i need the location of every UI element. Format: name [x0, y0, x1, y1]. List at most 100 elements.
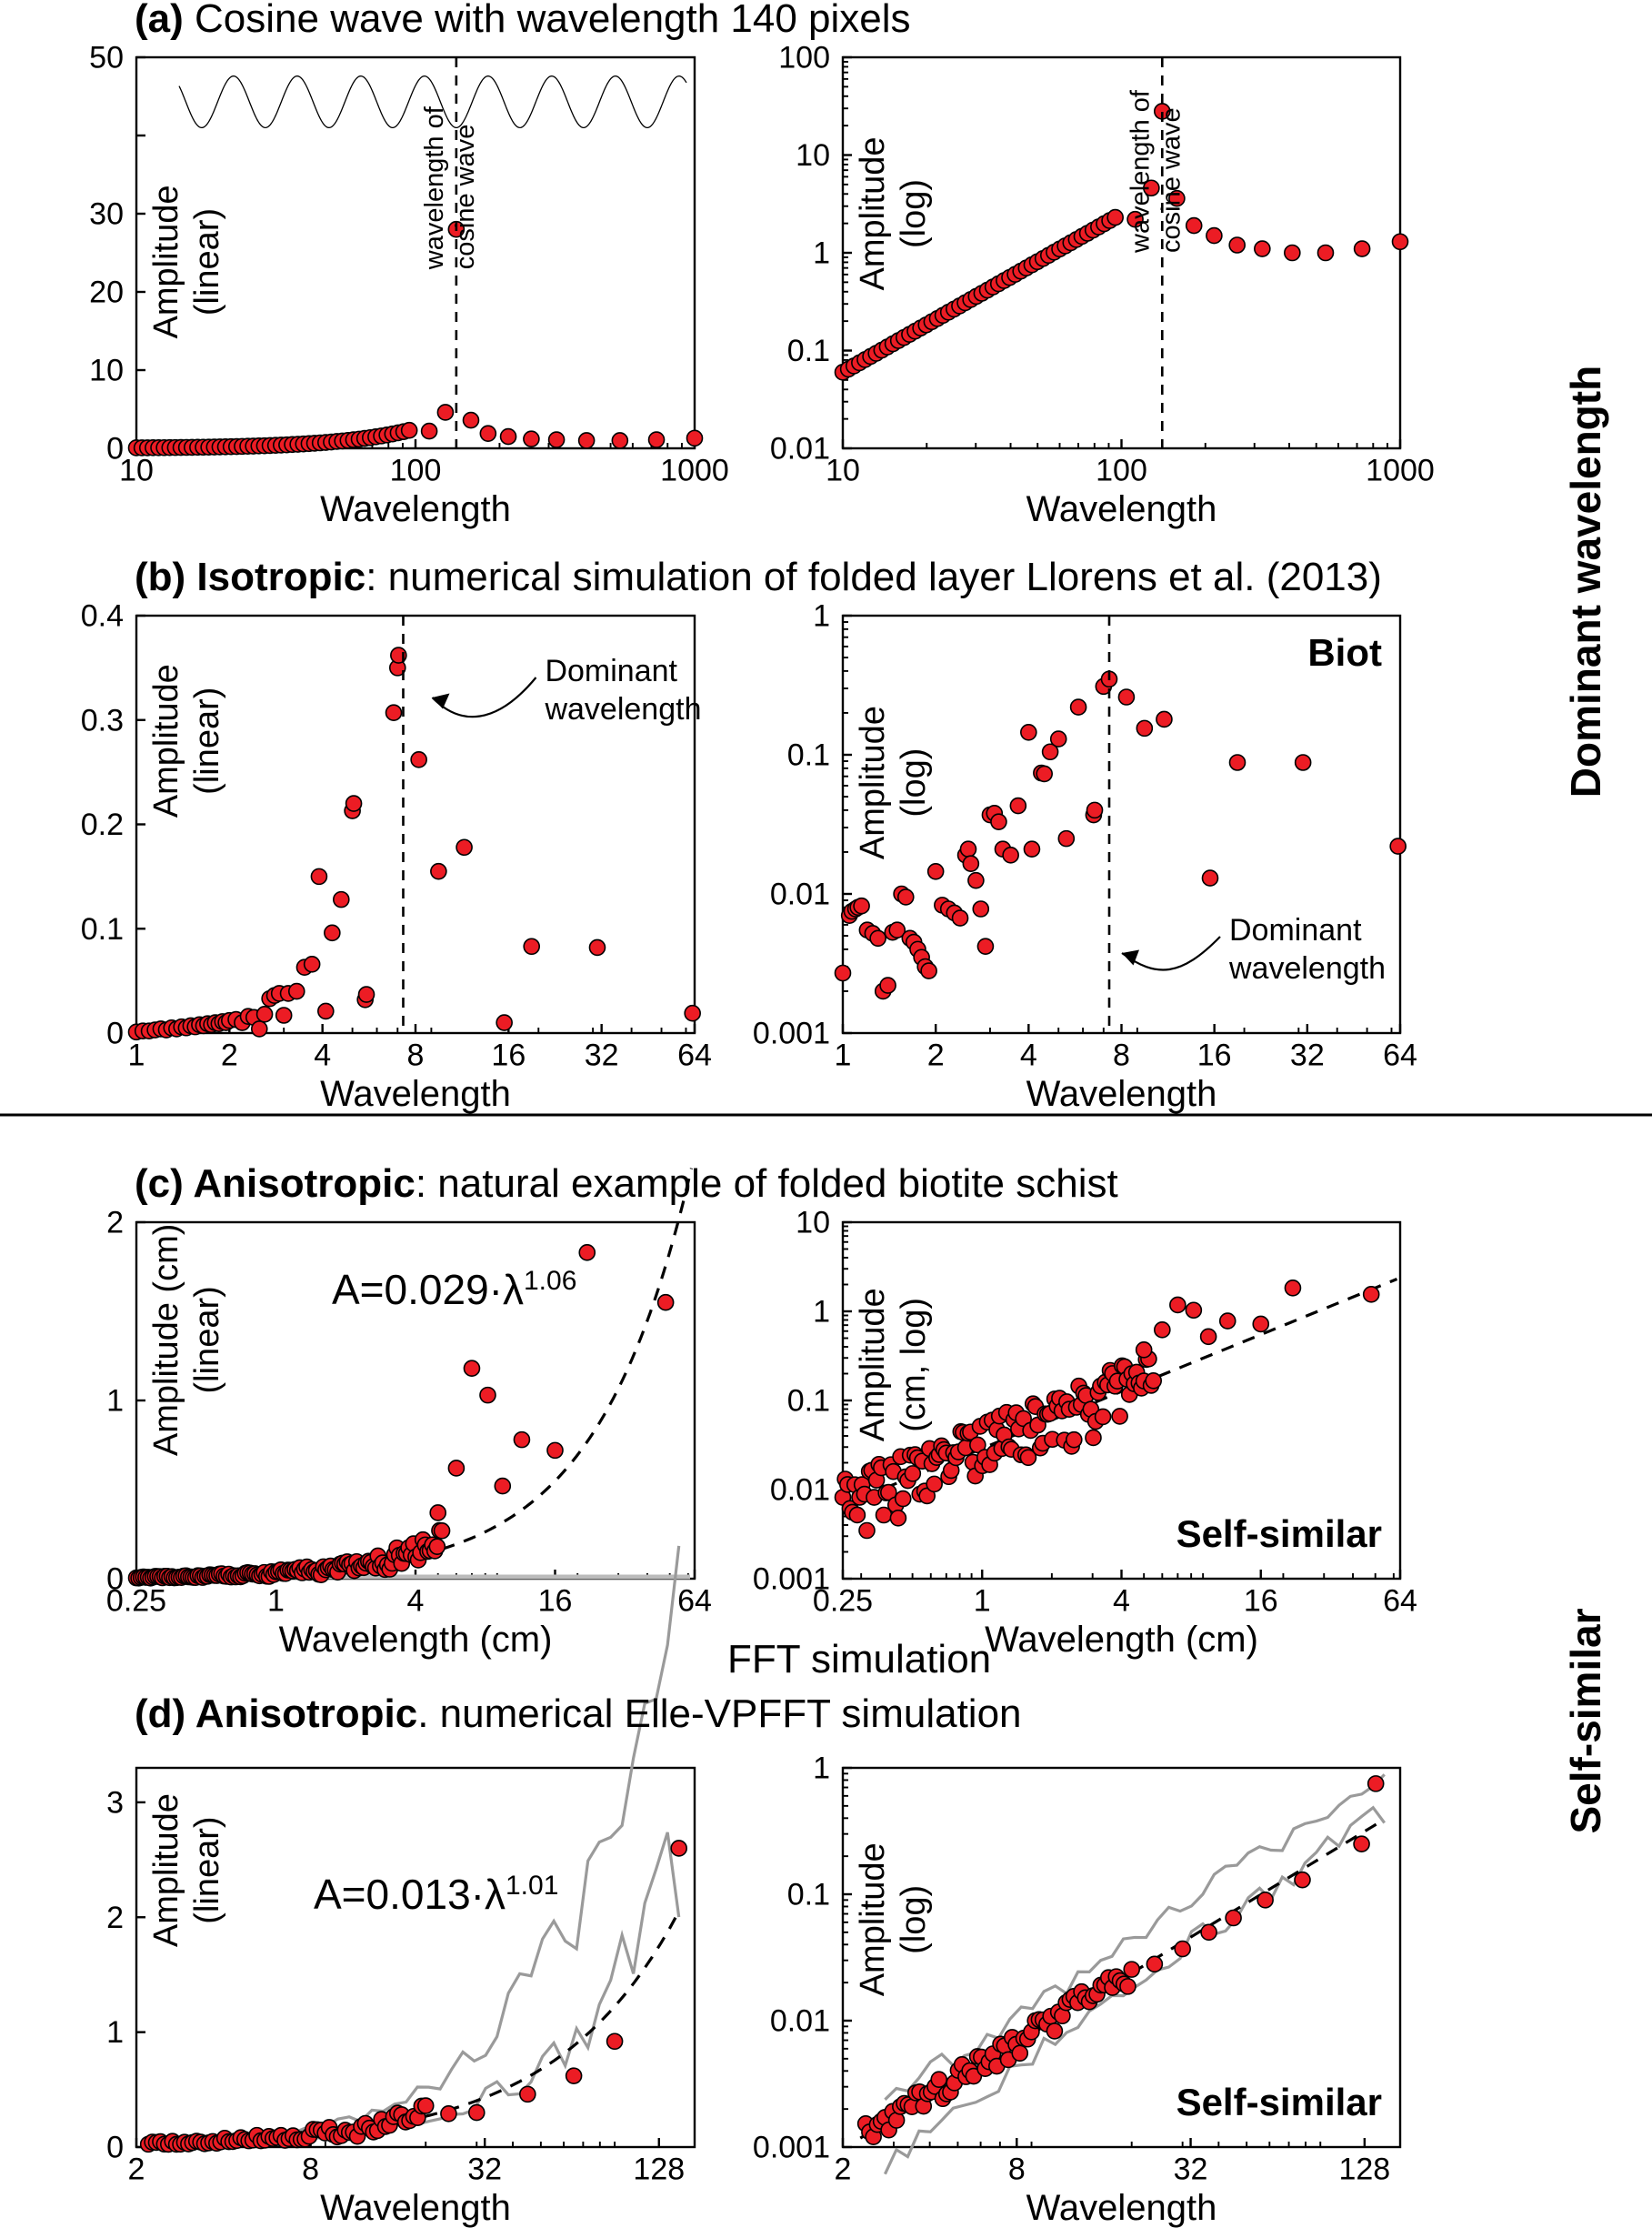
- svg-text:0.4: 0.4: [81, 599, 124, 634]
- svg-text:0.01: 0.01: [770, 432, 830, 467]
- svg-text:8: 8: [1113, 1039, 1130, 1073]
- svg-text:100: 100: [778, 41, 830, 75]
- svg-text:wavelength of: wavelength of: [420, 105, 449, 270]
- svg-text:20: 20: [89, 276, 124, 310]
- svg-text:1: 1: [974, 1584, 991, 1619]
- svg-text:Amplitude: Amplitude: [147, 664, 185, 818]
- svg-text:(a) Cosine wave with wavelengt: (a) Cosine wave with wavelength 140 pixe…: [135, 0, 911, 41]
- svg-text:0.001: 0.001: [753, 1017, 830, 1051]
- svg-text:128: 128: [1338, 2153, 1390, 2187]
- svg-text:Amplitude: Amplitude: [854, 137, 892, 291]
- svg-text:64: 64: [1383, 1584, 1417, 1619]
- svg-text:4: 4: [1113, 1584, 1130, 1619]
- svg-text:(log): (log): [895, 1885, 933, 1954]
- svg-text:(cm, log): (cm, log): [895, 1298, 933, 1432]
- svg-text:10: 10: [826, 454, 860, 488]
- svg-text:Wavelength (cm): Wavelength (cm): [985, 1620, 1258, 1660]
- svg-text:0.1: 0.1: [787, 738, 830, 773]
- svg-text:1: 1: [813, 236, 830, 271]
- svg-text:0: 0: [106, 1017, 124, 1051]
- svg-text:Wavelength: Wavelength: [1026, 1074, 1217, 1114]
- svg-text:Wavelength: Wavelength: [320, 2188, 511, 2228]
- svg-text:10: 10: [89, 354, 124, 388]
- svg-text:2: 2: [221, 1039, 238, 1073]
- svg-text:8: 8: [407, 1039, 425, 1073]
- svg-text:3: 3: [106, 1785, 124, 1820]
- svg-text:0.01: 0.01: [770, 878, 830, 912]
- svg-text:(b) Isotropic: numerical simul: (b) Isotropic: numerical simulation of f…: [135, 555, 1382, 599]
- svg-text:0.001: 0.001: [753, 2131, 830, 2165]
- svg-text:10: 10: [796, 1206, 830, 1240]
- svg-text:0.2: 0.2: [81, 808, 124, 842]
- svg-text:0.1: 0.1: [81, 912, 124, 947]
- svg-text:A=0.013·λ1.01: A=0.013·λ1.01: [314, 1871, 558, 1918]
- svg-text:4: 4: [1020, 1039, 1037, 1073]
- svg-text:Wavelength: Wavelength: [1026, 489, 1217, 529]
- svg-text:0.001: 0.001: [753, 1562, 830, 1597]
- svg-text:10: 10: [119, 454, 154, 488]
- svg-text:Dominant: Dominant: [545, 654, 677, 688]
- svg-text:0.01: 0.01: [770, 2004, 830, 2039]
- svg-text:16: 16: [538, 1584, 573, 1619]
- svg-text:0.3: 0.3: [81, 703, 124, 738]
- svg-text:64: 64: [677, 1039, 712, 1073]
- svg-text:2: 2: [106, 1901, 124, 1935]
- svg-text:(d) Anisotropic. numerical Ell: (d) Anisotropic. numerical Elle-VPFFT si…: [135, 1691, 1022, 1736]
- svg-text:1000: 1000: [660, 454, 729, 488]
- svg-text:0.1: 0.1: [787, 1878, 830, 1912]
- svg-text:cosine wave: cosine wave: [451, 125, 480, 270]
- svg-text:8: 8: [1008, 2153, 1026, 2187]
- svg-text:8: 8: [302, 2153, 319, 2187]
- svg-text:Amplitude: Amplitude: [147, 186, 185, 339]
- svg-text:1: 1: [813, 1295, 830, 1330]
- svg-text:1: 1: [106, 2015, 124, 2050]
- svg-text:Dominant wavelength: Dominant wavelength: [1562, 366, 1609, 798]
- svg-text:cosine wave: cosine wave: [1156, 107, 1186, 253]
- svg-text:1: 1: [267, 1584, 285, 1619]
- svg-text:A=0.029·λ1.06: A=0.029·λ1.06: [332, 1266, 576, 1313]
- svg-text:FFT simulation: FFT simulation: [727, 1637, 991, 1681]
- svg-text:4: 4: [407, 1584, 425, 1619]
- svg-text:4: 4: [314, 1039, 331, 1073]
- svg-text:wavelength: wavelength: [544, 692, 701, 727]
- svg-text:Dominant: Dominant: [1229, 913, 1362, 948]
- svg-text:1: 1: [106, 1384, 124, 1419]
- svg-text:Biot: Biot: [1307, 631, 1382, 674]
- svg-text:Self-similar: Self-similar: [1176, 2081, 1382, 2123]
- svg-text:Wavelength: Wavelength: [1026, 2188, 1217, 2228]
- svg-text:0: 0: [106, 2131, 124, 2165]
- svg-text:1: 1: [835, 1039, 852, 1073]
- svg-text:0: 0: [106, 432, 124, 467]
- svg-text:16: 16: [491, 1039, 526, 1073]
- svg-text:100: 100: [1096, 454, 1147, 488]
- svg-text:0.01: 0.01: [770, 1473, 830, 1508]
- svg-text:100: 100: [390, 454, 442, 488]
- svg-text:Amplitude: Amplitude: [854, 1842, 892, 1996]
- svg-text:64: 64: [1383, 1039, 1417, 1073]
- svg-text:Wavelength (cm): Wavelength (cm): [279, 1620, 553, 1660]
- svg-text:Amplitude: Amplitude: [854, 706, 892, 859]
- svg-text:1: 1: [813, 1751, 830, 1786]
- svg-text:1: 1: [813, 599, 830, 634]
- svg-text:(linear): (linear): [188, 1286, 226, 1393]
- svg-text:2: 2: [927, 1039, 945, 1073]
- svg-text:0.1: 0.1: [787, 334, 830, 368]
- svg-text:1: 1: [128, 1039, 145, 1073]
- svg-text:Amplitude: Amplitude: [147, 1793, 185, 1947]
- svg-text:wavelength: wavelength: [1228, 951, 1386, 986]
- svg-text:Amplitude (cm): Amplitude (cm): [147, 1224, 185, 1457]
- svg-text:2: 2: [835, 2153, 852, 2187]
- svg-text:32: 32: [585, 1039, 619, 1073]
- svg-text:(log): (log): [895, 748, 933, 818]
- svg-text:32: 32: [1174, 2153, 1208, 2187]
- svg-text:(log): (log): [895, 179, 933, 248]
- svg-text:Self-similar: Self-similar: [1176, 1512, 1382, 1555]
- svg-text:(linear): (linear): [188, 1816, 226, 1923]
- svg-text:wavelength of: wavelength of: [1126, 89, 1155, 254]
- svg-text:Wavelength: Wavelength: [320, 1074, 511, 1114]
- svg-text:(linear): (linear): [188, 208, 226, 316]
- svg-text:2: 2: [128, 2153, 145, 2187]
- svg-text:16: 16: [1244, 1584, 1278, 1619]
- svg-text:2: 2: [106, 1206, 124, 1240]
- svg-text:1000: 1000: [1366, 454, 1435, 488]
